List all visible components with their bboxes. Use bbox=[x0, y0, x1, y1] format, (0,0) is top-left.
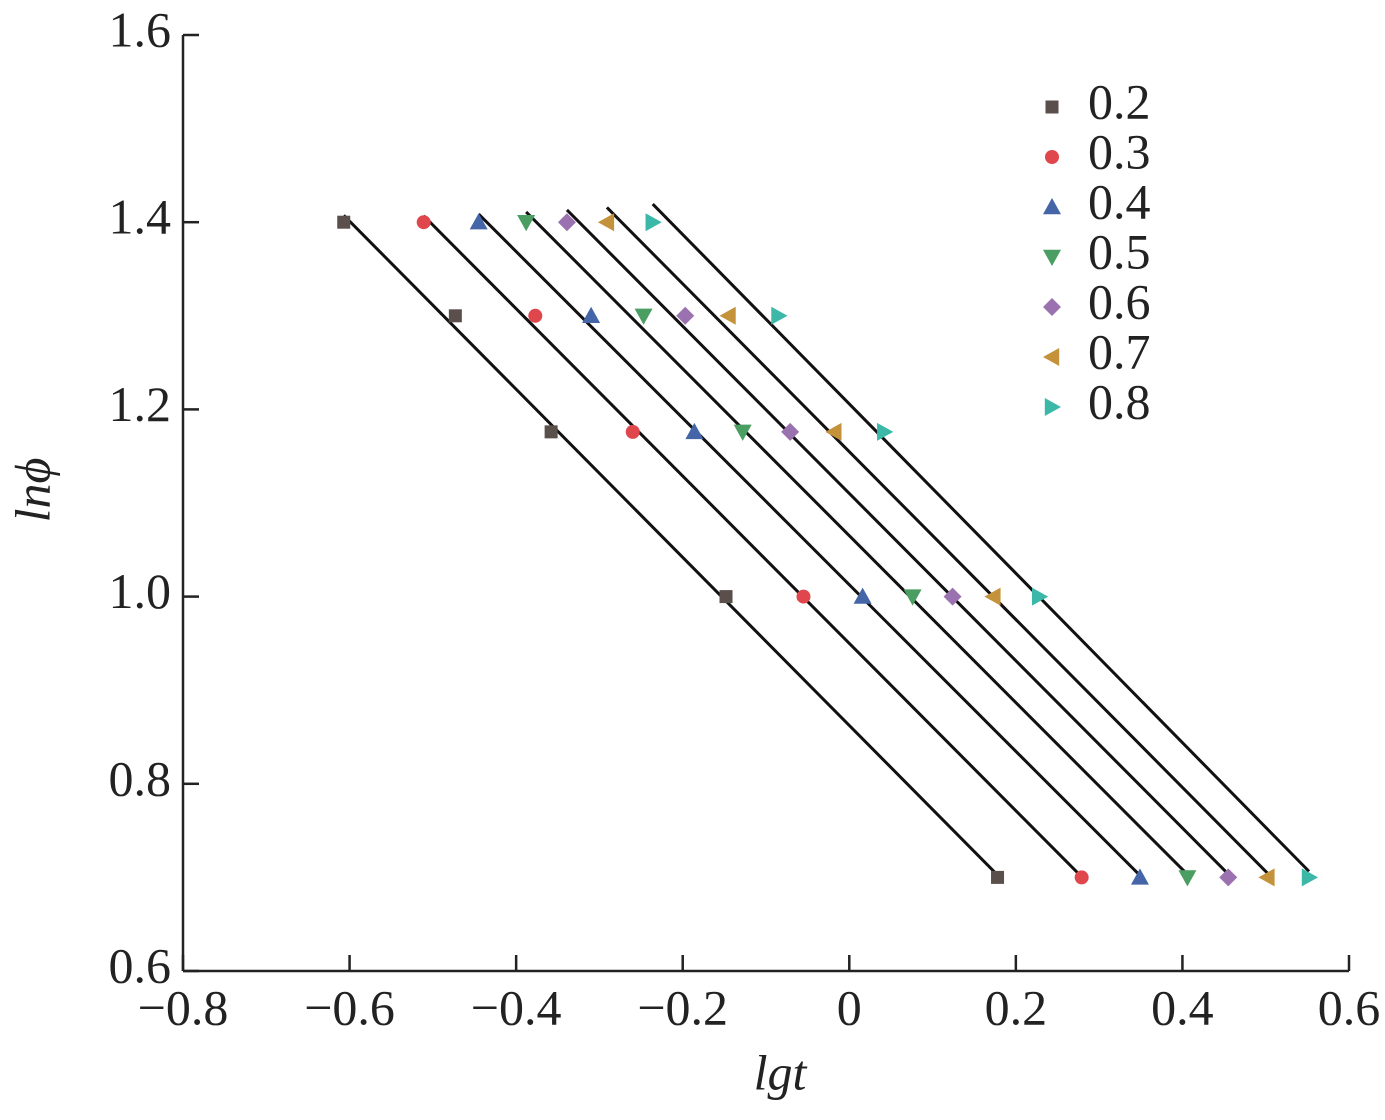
point bbox=[528, 308, 543, 323]
legend-label: 0.7 bbox=[1088, 323, 1151, 379]
point bbox=[943, 587, 962, 606]
fit-line bbox=[525, 210, 1189, 876]
legend-label: 0.2 bbox=[1088, 73, 1151, 129]
y-tick-label: 1.2 bbox=[109, 376, 172, 432]
legend-marker bbox=[1043, 298, 1061, 316]
x-tick-label: −0.2 bbox=[637, 979, 728, 1035]
point bbox=[733, 424, 752, 441]
point bbox=[557, 213, 576, 232]
point bbox=[1258, 868, 1275, 887]
x-tick-label: −0.8 bbox=[138, 979, 229, 1035]
point bbox=[984, 587, 1001, 606]
x-tick-label: 0.2 bbox=[985, 979, 1048, 1035]
point bbox=[597, 213, 615, 232]
legend-label: 0.6 bbox=[1088, 273, 1151, 329]
x-tick-label: 0.4 bbox=[1151, 979, 1214, 1035]
point bbox=[796, 589, 811, 604]
y-tick-label: 1.6 bbox=[109, 1, 172, 57]
x-tick-label: 0 bbox=[837, 979, 862, 1035]
legend-marker bbox=[1045, 150, 1059, 164]
point bbox=[469, 213, 488, 230]
legend-marker bbox=[1045, 100, 1059, 114]
y-tick-label: 1.4 bbox=[109, 189, 172, 245]
point bbox=[1031, 587, 1049, 606]
point bbox=[634, 308, 653, 325]
y-tick-label: 1.0 bbox=[109, 563, 172, 619]
legend-marker bbox=[1043, 348, 1060, 366]
legend-marker bbox=[1043, 198, 1061, 215]
x-tick-label: −0.4 bbox=[471, 979, 562, 1035]
fit-line bbox=[477, 213, 1142, 877]
point bbox=[719, 306, 736, 325]
y-tick-label: 0.6 bbox=[109, 937, 172, 993]
point bbox=[448, 309, 462, 323]
fit-line bbox=[565, 208, 1230, 876]
point bbox=[582, 306, 601, 323]
x-tick-label: 0.6 bbox=[1318, 979, 1381, 1035]
point bbox=[645, 213, 662, 232]
point bbox=[1178, 870, 1197, 887]
y-axis-label: lnϕ bbox=[4, 458, 60, 523]
point bbox=[825, 422, 842, 441]
legend-label: 0.8 bbox=[1088, 373, 1151, 429]
point bbox=[544, 425, 558, 439]
x-tick-label: −0.6 bbox=[304, 979, 395, 1035]
point bbox=[771, 306, 788, 325]
fit-line bbox=[605, 206, 1269, 875]
x-axis-label: lgt bbox=[754, 1044, 808, 1100]
legend-marker bbox=[1043, 249, 1061, 266]
fit-line bbox=[422, 214, 1083, 878]
point bbox=[1219, 868, 1238, 887]
point bbox=[337, 215, 351, 229]
legend-label: 0.5 bbox=[1088, 223, 1151, 279]
point bbox=[625, 424, 640, 439]
point bbox=[685, 422, 704, 440]
y-tick-label: 0.8 bbox=[109, 750, 172, 806]
point bbox=[781, 422, 800, 441]
point bbox=[1301, 868, 1319, 887]
point bbox=[517, 215, 536, 232]
point bbox=[853, 587, 872, 604]
fit-line bbox=[342, 214, 999, 877]
point bbox=[1130, 868, 1149, 885]
legend-marker bbox=[1044, 398, 1061, 416]
point bbox=[991, 870, 1005, 884]
point bbox=[676, 306, 695, 325]
point bbox=[1074, 870, 1089, 885]
point bbox=[903, 589, 922, 606]
point bbox=[877, 422, 894, 441]
point bbox=[719, 590, 733, 604]
point bbox=[416, 215, 431, 230]
legend-label: 0.3 bbox=[1088, 123, 1151, 179]
fit-line bbox=[651, 203, 1311, 873]
legend-label: 0.4 bbox=[1088, 173, 1151, 229]
